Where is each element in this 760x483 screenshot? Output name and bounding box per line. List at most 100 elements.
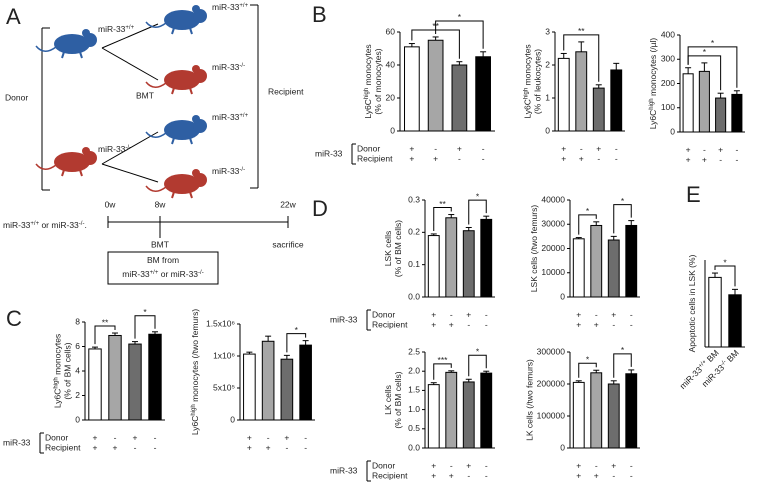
text-part: miR-33 [98, 24, 126, 34]
y-axis-label: (% of BM cells) [63, 342, 73, 399]
superscript: -/- [239, 63, 245, 69]
genotype-sign: - [630, 319, 633, 329]
x-tick-label: miR-33-/- BM [700, 348, 741, 389]
genotype-sign: + [266, 442, 271, 452]
arrow [101, 23, 159, 49]
significance-label: * [143, 307, 147, 317]
bar [88, 348, 102, 421]
genotype-sign: - [450, 460, 453, 470]
bar [590, 372, 603, 449]
genotype-sign: + [431, 460, 436, 470]
bar [592, 87, 605, 132]
genotype-sign: + [576, 460, 581, 470]
mouse-ear [82, 147, 90, 155]
significance-bracket [578, 214, 597, 235]
superscript: high [190, 404, 196, 415]
y-tick-label: 100000 [537, 410, 566, 420]
genotype-sign: + [409, 153, 414, 163]
bar [698, 70, 710, 133]
mouse-body [54, 34, 90, 54]
y-tick-label: 200000 [537, 378, 566, 388]
mouse-ear [192, 5, 200, 13]
genotype-sign: + [449, 319, 454, 329]
bar [261, 340, 275, 421]
y-tick-label: 400 [661, 29, 675, 39]
superscript: high [649, 98, 655, 109]
superscript: -/- [719, 359, 727, 367]
significance-bracket [468, 354, 487, 377]
y-tick-label: 1x10⁶ [213, 350, 235, 360]
genotype-sign: + [576, 470, 581, 480]
significance-label: * [723, 257, 727, 267]
y-tick-label: 40000 [541, 194, 565, 204]
bar [728, 294, 742, 348]
genotype-label: miR-33 [3, 437, 31, 447]
genotype-sign: + [686, 154, 691, 164]
significance-bracket [468, 199, 487, 225]
y-tick-label: 0 [560, 442, 565, 452]
mouse-tail [145, 21, 167, 28]
superscript: +/+ [125, 25, 134, 31]
bar [299, 344, 312, 421]
text-part: monocytes [363, 44, 373, 87]
significance-bracket [613, 353, 632, 378]
mouse-body [164, 174, 200, 194]
text-part: . [84, 220, 86, 230]
superscript: -/- [79, 221, 85, 227]
significance-label: * [476, 191, 480, 201]
genotype-sign: + [433, 153, 438, 163]
genotype-label: miR-33 [315, 148, 343, 158]
y-tick-label: 6 [75, 341, 80, 351]
donor-label: Donor [5, 92, 28, 102]
y-axis-label: Ly6Chigh monocytes [363, 44, 373, 118]
y-tick-label: 8 [75, 316, 80, 326]
y-tick-label: 0.2 [408, 227, 420, 237]
genotype-sign: - [630, 470, 633, 480]
text-part: miR-33 [212, 112, 240, 122]
y-axis-label: LSK cells [383, 231, 393, 266]
significance-bracket [563, 34, 600, 82]
significance-bracket [613, 204, 632, 234]
bar [557, 57, 570, 132]
genotype-sign: + [457, 143, 462, 153]
mouse-leg [189, 137, 193, 145]
genotype-sign: + [561, 153, 566, 163]
superscript: high [53, 377, 59, 388]
text-part: miR-33 [98, 144, 126, 154]
mouse-tail [35, 45, 57, 52]
genotype-sign: + [431, 309, 436, 319]
y-tick-label: 2.5 [408, 346, 420, 356]
y-tick-label: 100 [661, 102, 675, 112]
genotype-sign: + [596, 143, 601, 153]
bar [404, 46, 420, 132]
significance-label: * [621, 345, 625, 355]
y-tick-label: 0 [545, 125, 550, 135]
significance-bracket [687, 46, 738, 88]
box-text: BM from [147, 255, 179, 265]
genotype-sign: - [485, 319, 488, 329]
panel-label: A [6, 4, 21, 29]
significance-label: *** [438, 355, 449, 365]
genotype-sign: + [594, 470, 599, 480]
mouse-leg [79, 51, 83, 59]
text-part: monocytes (/µl) [648, 38, 658, 99]
mouse-label: miR-33+/+ [98, 24, 135, 34]
genotype-sign: + [133, 432, 138, 442]
mouse-label: miR-33-/- [212, 166, 245, 176]
y-axis-label: LSK cells (/two femurs) [529, 205, 539, 293]
genotype-sign: - [580, 143, 583, 153]
genotype-sign: + [247, 432, 252, 442]
significance-label: * [458, 12, 462, 22]
genotype-sign: - [485, 309, 488, 319]
genotype-sign: + [93, 442, 98, 452]
y-tick-label: 2 [545, 59, 550, 69]
genotype-sign: + [449, 470, 454, 480]
genotype-sign: + [247, 442, 252, 452]
mouse-leg [61, 51, 65, 59]
text-part: monocytes [53, 334, 63, 377]
genotype-sign: - [719, 154, 722, 164]
y-tick-label: 0 [560, 291, 565, 301]
text-part: BM from [147, 255, 179, 265]
